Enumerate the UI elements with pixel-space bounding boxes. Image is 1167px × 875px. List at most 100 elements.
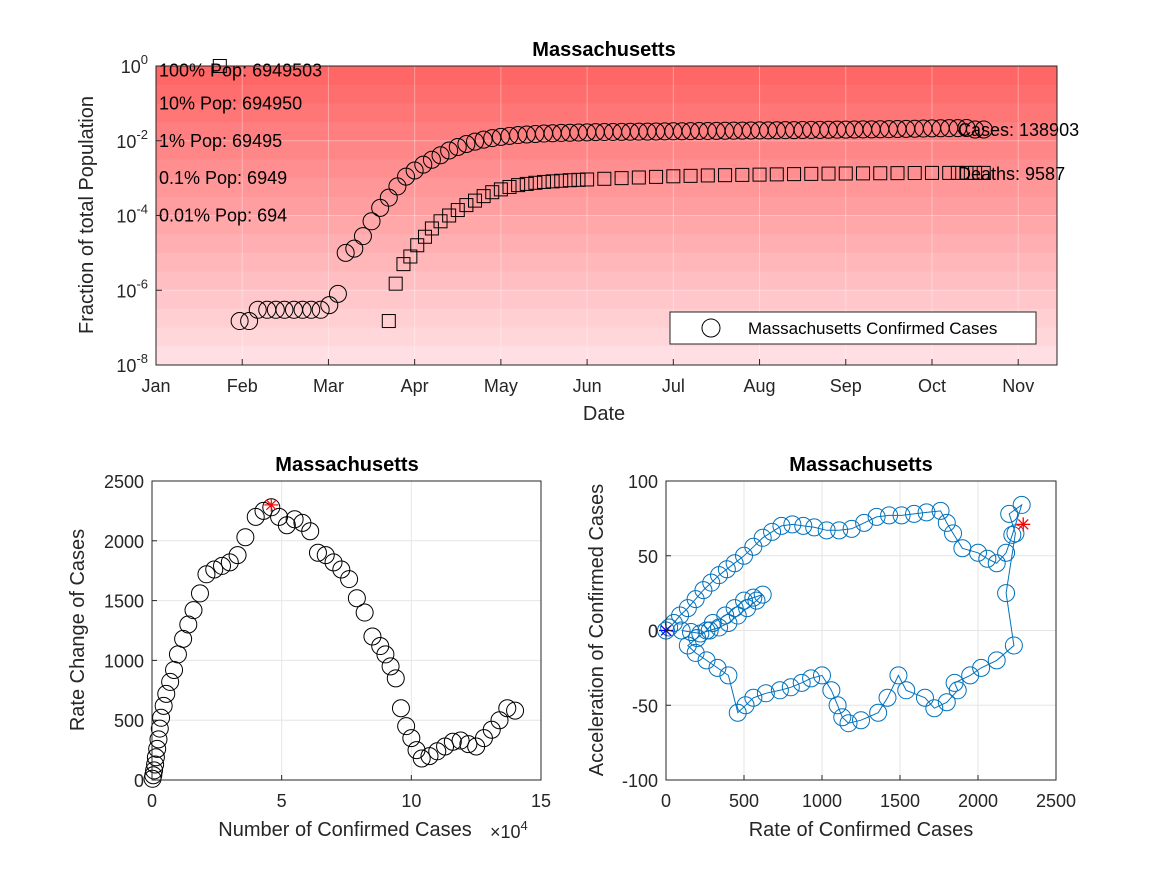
death-point	[950, 165, 965, 180]
acceleration-point	[1004, 636, 1023, 655]
acceleration-point	[972, 658, 991, 677]
y-tick-label: 50	[638, 547, 658, 567]
y-tick-label: 10-8	[116, 351, 148, 376]
rate-point	[407, 741, 426, 760]
acceleration-point	[744, 588, 763, 607]
y-tick-label: 10-2	[116, 127, 148, 152]
rate-point	[144, 766, 163, 785]
case-point	[362, 212, 381, 231]
rate-point	[150, 719, 169, 738]
population-band	[156, 159, 1057, 179]
acceleration-point	[925, 699, 944, 718]
acceleration-point	[969, 543, 987, 562]
top-x-axis-label: Date	[583, 403, 625, 425]
br-y-axis-label: Acceleration of Confirmed Cases	[586, 484, 608, 776]
death-point	[511, 178, 526, 193]
case-point	[379, 188, 398, 207]
x-tick-label: May	[484, 376, 518, 396]
x-tick-label: Jul	[662, 376, 685, 396]
y-tick-label: 0	[648, 622, 658, 642]
rate-point	[355, 603, 374, 622]
acceleration-point	[728, 606, 747, 625]
bl-peak-marker	[264, 497, 279, 512]
x-tick-label: Mar	[313, 376, 344, 396]
acceleration-point	[944, 524, 963, 543]
rate-point	[157, 684, 176, 703]
bl-y-axis-label: Rate Change of Cases	[67, 529, 89, 731]
y-tick-label: 10-6	[116, 276, 148, 301]
case-point	[336, 243, 355, 262]
acceleration-point	[719, 666, 738, 685]
case-point	[266, 300, 285, 319]
death-point	[597, 171, 612, 186]
acceleration-point	[805, 518, 824, 537]
x-tick-label: 2500	[1036, 791, 1076, 811]
death-point	[890, 166, 905, 181]
population-band	[156, 215, 1057, 235]
y-tick-label: 100	[121, 52, 148, 77]
population-band	[156, 346, 1057, 366]
x-tick-label: Jun	[573, 376, 602, 396]
death-point	[468, 193, 483, 208]
rate-point	[386, 669, 405, 688]
acceleration-point	[660, 618, 679, 637]
acceleration-point	[855, 513, 874, 532]
case-point	[345, 239, 364, 258]
rate-point	[149, 730, 168, 749]
x-tick-label: 15	[531, 791, 551, 811]
death-point	[410, 238, 425, 253]
acceleration-point	[725, 554, 744, 573]
death-point	[502, 179, 517, 194]
rate-point	[285, 510, 304, 529]
rate-point	[443, 732, 462, 751]
death-point	[907, 166, 922, 181]
y-tick-label: -100	[622, 771, 658, 791]
death-point	[545, 174, 560, 189]
acceleration-point	[852, 711, 870, 730]
cases-total-label: Cases: 138903	[958, 120, 1079, 140]
x-tick-label: 5	[277, 791, 287, 811]
death-point	[476, 189, 491, 204]
acceleration-point	[802, 669, 821, 688]
case-point	[483, 129, 502, 148]
x-tick-label: 1500	[880, 791, 920, 811]
acceleration-point	[681, 622, 700, 641]
acceleration-point	[783, 515, 802, 534]
x-tick-label: 1000	[802, 791, 842, 811]
acceleration-point	[1003, 525, 1022, 544]
rate-point	[154, 696, 173, 715]
case-point	[240, 312, 259, 331]
rate-point	[376, 645, 395, 664]
bl-x-multiplier: ×104	[490, 818, 528, 842]
rate-point	[254, 501, 273, 520]
acceleration-point	[691, 624, 710, 643]
case-point	[275, 300, 294, 319]
rate-point	[148, 739, 167, 758]
acceleration-point	[867, 507, 886, 526]
top-chart-title: Massachusetts	[532, 39, 675, 61]
death-point	[700, 168, 715, 183]
acceleration-point	[842, 519, 861, 538]
rate-point	[316, 546, 335, 565]
case-point	[431, 146, 450, 165]
death-point	[924, 165, 939, 180]
population-labels: 100% Pop: 6949503 10% Pop: 694950 1% Pop: …	[159, 61, 322, 226]
bl-x-axis-label: Number of Confirmed Cases	[218, 819, 471, 841]
y-tick-label: 2000	[104, 532, 144, 552]
acceleration-point	[1000, 504, 1019, 523]
case-point	[422, 150, 441, 169]
acceleration-point	[878, 688, 897, 707]
death-point	[631, 170, 646, 185]
case-point	[353, 227, 372, 246]
deaths-total-label: Deaths: 9587	[958, 164, 1065, 184]
acceleration-point	[763, 522, 782, 541]
acceleration-point	[671, 606, 690, 625]
rate-point	[347, 589, 366, 608]
population-band	[156, 234, 1057, 254]
population-band	[156, 103, 1057, 123]
death-point	[580, 172, 595, 187]
br-x-ticks: 0 500 1000 1500 2000 2500	[661, 775, 1076, 811]
death-point	[735, 167, 750, 182]
death-point	[442, 208, 457, 223]
